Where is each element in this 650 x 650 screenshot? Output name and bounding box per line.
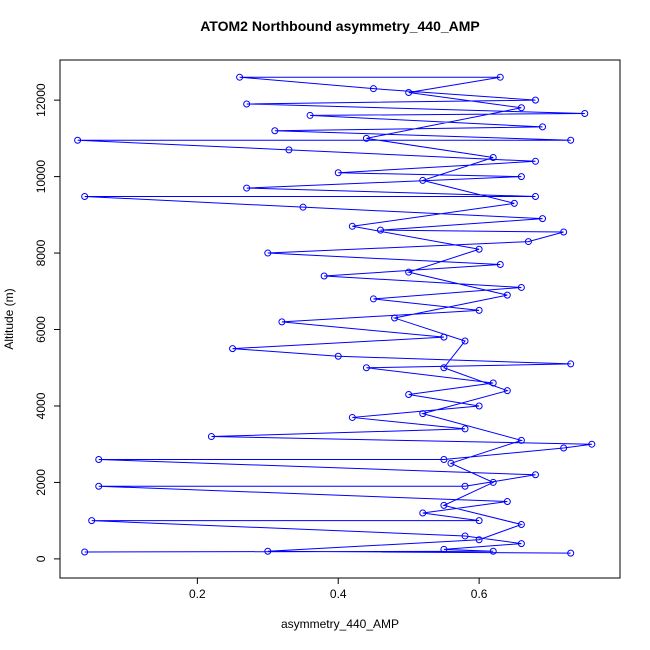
y-tick-label: 10000 <box>34 160 48 194</box>
data-point <box>503 387 511 395</box>
data-point <box>475 306 483 314</box>
data-point <box>348 413 356 421</box>
data-point <box>81 192 89 200</box>
y-tick-label: 4000 <box>34 392 48 419</box>
data-point <box>539 123 547 131</box>
y-tick-label: 2000 <box>34 469 48 496</box>
data-point <box>440 455 448 463</box>
data-point <box>306 111 314 119</box>
data-point <box>510 199 518 207</box>
data-point <box>503 291 511 299</box>
data-point <box>496 73 504 81</box>
x-axis-label: asymmetry_440_AMP <box>281 617 399 631</box>
data-point <box>560 228 568 236</box>
data-point <box>405 88 413 96</box>
x-tick-label: 0.2 <box>189 587 206 601</box>
data-point <box>524 238 532 246</box>
data-point <box>264 547 272 555</box>
data-point <box>391 314 399 322</box>
data-point <box>419 176 427 184</box>
data-point <box>475 402 483 410</box>
data-point <box>81 548 89 556</box>
data-point <box>567 549 575 557</box>
data-point <box>278 318 286 326</box>
data-point <box>440 364 448 372</box>
data-point <box>320 272 328 280</box>
data-point <box>285 146 293 154</box>
data-point <box>95 482 103 490</box>
data-point <box>377 226 385 234</box>
data-point <box>461 482 469 490</box>
data-point <box>243 184 251 192</box>
data-line <box>77 76 592 554</box>
data-point <box>243 100 251 108</box>
data-point <box>440 545 448 553</box>
data-point <box>334 352 342 360</box>
data-point <box>581 110 589 118</box>
data-point <box>461 532 469 540</box>
data-point <box>517 436 525 444</box>
chart-title: ATOM2 Northbound asymmetry_440_AMP <box>200 18 480 34</box>
data-point <box>475 536 483 544</box>
data-point <box>489 478 497 486</box>
data-point <box>362 134 370 142</box>
data-point <box>531 96 539 104</box>
y-tick-label: 6000 <box>34 316 48 343</box>
data-point <box>503 498 511 506</box>
data-point <box>299 203 307 211</box>
data-point <box>560 444 568 452</box>
data-point <box>236 73 244 81</box>
data-point <box>489 153 497 161</box>
data-point <box>405 391 413 399</box>
data-point <box>88 517 96 525</box>
data-point <box>475 517 483 525</box>
data-point <box>419 410 427 418</box>
data-point <box>461 337 469 345</box>
data-point <box>362 364 370 372</box>
data-point <box>95 455 103 463</box>
data-point <box>447 459 455 467</box>
x-tick-label: 0.6 <box>471 587 488 601</box>
data-point <box>348 222 356 230</box>
data-point <box>489 379 497 387</box>
y-tick-label: 8000 <box>34 239 48 266</box>
data-point <box>369 295 377 303</box>
x-tick-label: 0.4 <box>330 587 347 601</box>
data-point <box>419 509 427 517</box>
data-point <box>517 540 525 548</box>
data-point <box>207 433 215 441</box>
data-point <box>517 104 525 112</box>
plot-area <box>74 73 596 557</box>
data-point <box>567 360 575 368</box>
data-point <box>517 520 525 528</box>
data-point <box>517 283 525 291</box>
data-point <box>405 268 413 276</box>
data-point <box>531 471 539 479</box>
plot-frame <box>59 59 621 579</box>
data-point <box>517 173 525 181</box>
data-point <box>74 136 82 144</box>
data-point <box>440 501 448 509</box>
data-point <box>271 127 279 135</box>
data-point <box>461 425 469 433</box>
data-point <box>334 169 342 177</box>
y-axis-label: Altitude (m) <box>2 288 16 349</box>
data-point <box>475 245 483 253</box>
data-point <box>489 547 497 555</box>
data-point <box>567 136 575 144</box>
data-point <box>588 440 596 448</box>
data-point <box>264 249 272 257</box>
data-point <box>229 345 237 353</box>
data-point <box>539 215 547 223</box>
y-tick-label: 0 <box>34 555 48 562</box>
data-point <box>531 192 539 200</box>
data-point <box>369 85 377 93</box>
data-point <box>531 157 539 165</box>
data-point <box>440 333 448 341</box>
y-tick-label: 12000 <box>34 83 48 117</box>
data-point <box>496 261 504 269</box>
